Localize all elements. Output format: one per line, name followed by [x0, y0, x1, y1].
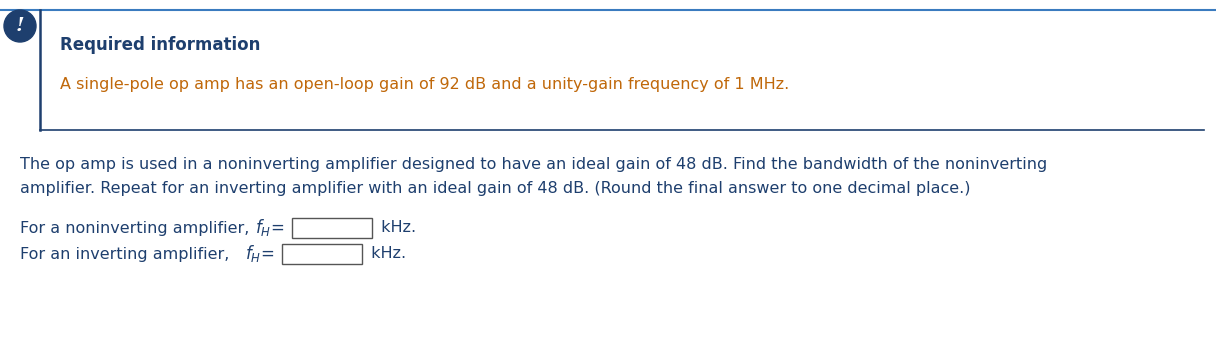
- Text: kHz.: kHz.: [366, 246, 406, 262]
- Bar: [292, 218, 372, 238]
- Text: kHz.: kHz.: [376, 220, 416, 236]
- Text: The op amp is used in a noninverting amplifier designed to have an ideal gain of: The op amp is used in a noninverting amp…: [19, 158, 1047, 172]
- Text: For an inverting amplifier,: For an inverting amplifier,: [19, 246, 235, 262]
- Circle shape: [4, 10, 36, 42]
- Text: $f_H\!=$: $f_H\!=$: [255, 217, 285, 238]
- Text: amplifier. Repeat for an inverting amplifier with an ideal gain of 48 dB. (Round: amplifier. Repeat for an inverting ampli…: [19, 180, 970, 195]
- Text: A single-pole op amp has an open-loop gain of 92 dB and a unity-gain frequency o: A single-pole op amp has an open-loop ga…: [60, 77, 789, 93]
- Text: For a noninverting amplifier,: For a noninverting amplifier,: [19, 220, 254, 236]
- Bar: [282, 244, 362, 264]
- Text: !: !: [16, 17, 24, 35]
- Text: $f_H\!=$: $f_H\!=$: [244, 242, 275, 264]
- Text: Required information: Required information: [60, 36, 260, 54]
